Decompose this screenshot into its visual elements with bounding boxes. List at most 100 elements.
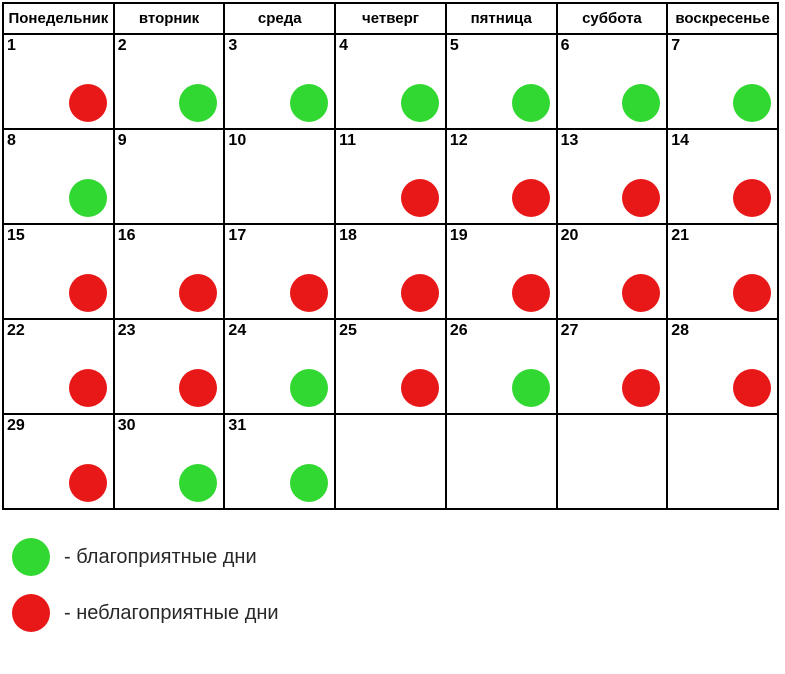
day-cell: 24	[225, 320, 336, 415]
legend-label: - благоприятные дни	[64, 546, 257, 569]
status-dot-icon	[290, 274, 328, 312]
day-cell: 27	[558, 320, 669, 415]
legend: - благоприятные дни - неблагоприятные дни	[12, 538, 785, 632]
weekday-header: Понедельник	[4, 4, 115, 35]
day-number: 23	[118, 322, 136, 340]
day-cell: 30	[115, 415, 226, 510]
day-number: 16	[118, 227, 136, 245]
day-cell: 2	[115, 35, 226, 130]
day-cell: 26	[447, 320, 558, 415]
status-dot-icon	[179, 84, 217, 122]
day-cell: 4	[336, 35, 447, 130]
status-dot-icon	[69, 84, 107, 122]
day-number: 5	[450, 37, 459, 55]
status-dot-icon	[512, 274, 550, 312]
day-cell: 18	[336, 225, 447, 320]
empty-cell	[336, 415, 447, 510]
day-number: 15	[7, 227, 25, 245]
day-number: 17	[228, 227, 246, 245]
status-dot-icon	[512, 179, 550, 217]
status-dot-icon	[733, 369, 771, 407]
calendar-grid: Понедельниквторниксредачетвергпятницасуб…	[2, 2, 779, 510]
day-cell: 13	[558, 130, 669, 225]
status-dot-icon	[69, 464, 107, 502]
day-cell: 3	[225, 35, 336, 130]
status-dot-icon	[733, 179, 771, 217]
day-cell: 9	[115, 130, 226, 225]
weekday-header: пятница	[447, 4, 558, 35]
day-cell: 31	[225, 415, 336, 510]
day-number: 12	[450, 132, 468, 150]
day-number: 3	[228, 37, 237, 55]
legend-row: - неблагоприятные дни	[12, 594, 785, 632]
day-cell: 12	[447, 130, 558, 225]
day-number: 25	[339, 322, 357, 340]
day-number: 26	[450, 322, 468, 340]
day-cell: 16	[115, 225, 226, 320]
status-dot-icon	[290, 84, 328, 122]
day-cell: 8	[4, 130, 115, 225]
status-dot-icon	[401, 369, 439, 407]
empty-cell	[447, 415, 558, 510]
day-cell: 20	[558, 225, 669, 320]
weekday-header: суббота	[558, 4, 669, 35]
day-number: 10	[228, 132, 246, 150]
day-cell: 17	[225, 225, 336, 320]
day-cell: 28	[668, 320, 779, 415]
weekday-header: четверг	[336, 4, 447, 35]
day-number: 1	[7, 37, 16, 55]
status-dot-icon	[622, 274, 660, 312]
day-cell: 23	[115, 320, 226, 415]
legend-row: - благоприятные дни	[12, 538, 785, 576]
day-number: 9	[118, 132, 127, 150]
day-number: 24	[228, 322, 246, 340]
day-number: 7	[671, 37, 680, 55]
day-number: 21	[671, 227, 689, 245]
day-number: 8	[7, 132, 16, 150]
day-number: 31	[228, 417, 246, 435]
day-number: 22	[7, 322, 25, 340]
status-dot-icon	[401, 179, 439, 217]
status-dot-icon	[401, 274, 439, 312]
status-dot-icon	[622, 369, 660, 407]
status-dot-icon	[179, 274, 217, 312]
empty-cell	[558, 415, 669, 510]
status-dot-icon	[69, 179, 107, 217]
day-cell: 6	[558, 35, 669, 130]
day-cell: 1	[4, 35, 115, 130]
day-cell: 5	[447, 35, 558, 130]
status-dot-icon	[401, 84, 439, 122]
day-number: 6	[561, 37, 570, 55]
status-dot-icon	[733, 274, 771, 312]
day-cell: 15	[4, 225, 115, 320]
day-number: 19	[450, 227, 468, 245]
day-cell: 29	[4, 415, 115, 510]
day-number: 13	[561, 132, 579, 150]
status-dot-icon	[733, 84, 771, 122]
status-dot-icon	[290, 369, 328, 407]
day-number: 14	[671, 132, 689, 150]
day-number: 20	[561, 227, 579, 245]
status-dot-icon	[69, 274, 107, 312]
day-number: 29	[7, 417, 25, 435]
day-cell: 14	[668, 130, 779, 225]
day-cell: 21	[668, 225, 779, 320]
day-cell: 7	[668, 35, 779, 130]
status-dot-icon	[512, 369, 550, 407]
day-number: 18	[339, 227, 357, 245]
day-cell: 10	[225, 130, 336, 225]
day-number: 28	[671, 322, 689, 340]
legend-dot-icon	[12, 538, 50, 576]
day-cell: 19	[447, 225, 558, 320]
status-dot-icon	[512, 84, 550, 122]
weekday-header: вторник	[115, 4, 226, 35]
day-cell: 22	[4, 320, 115, 415]
weekday-header: воскресенье	[668, 4, 779, 35]
legend-dot-icon	[12, 594, 50, 632]
day-number: 30	[118, 417, 136, 435]
day-cell: 11	[336, 130, 447, 225]
day-number: 2	[118, 37, 127, 55]
day-cell: 25	[336, 320, 447, 415]
day-number: 11	[339, 132, 356, 150]
legend-label: - неблагоприятные дни	[64, 602, 279, 625]
